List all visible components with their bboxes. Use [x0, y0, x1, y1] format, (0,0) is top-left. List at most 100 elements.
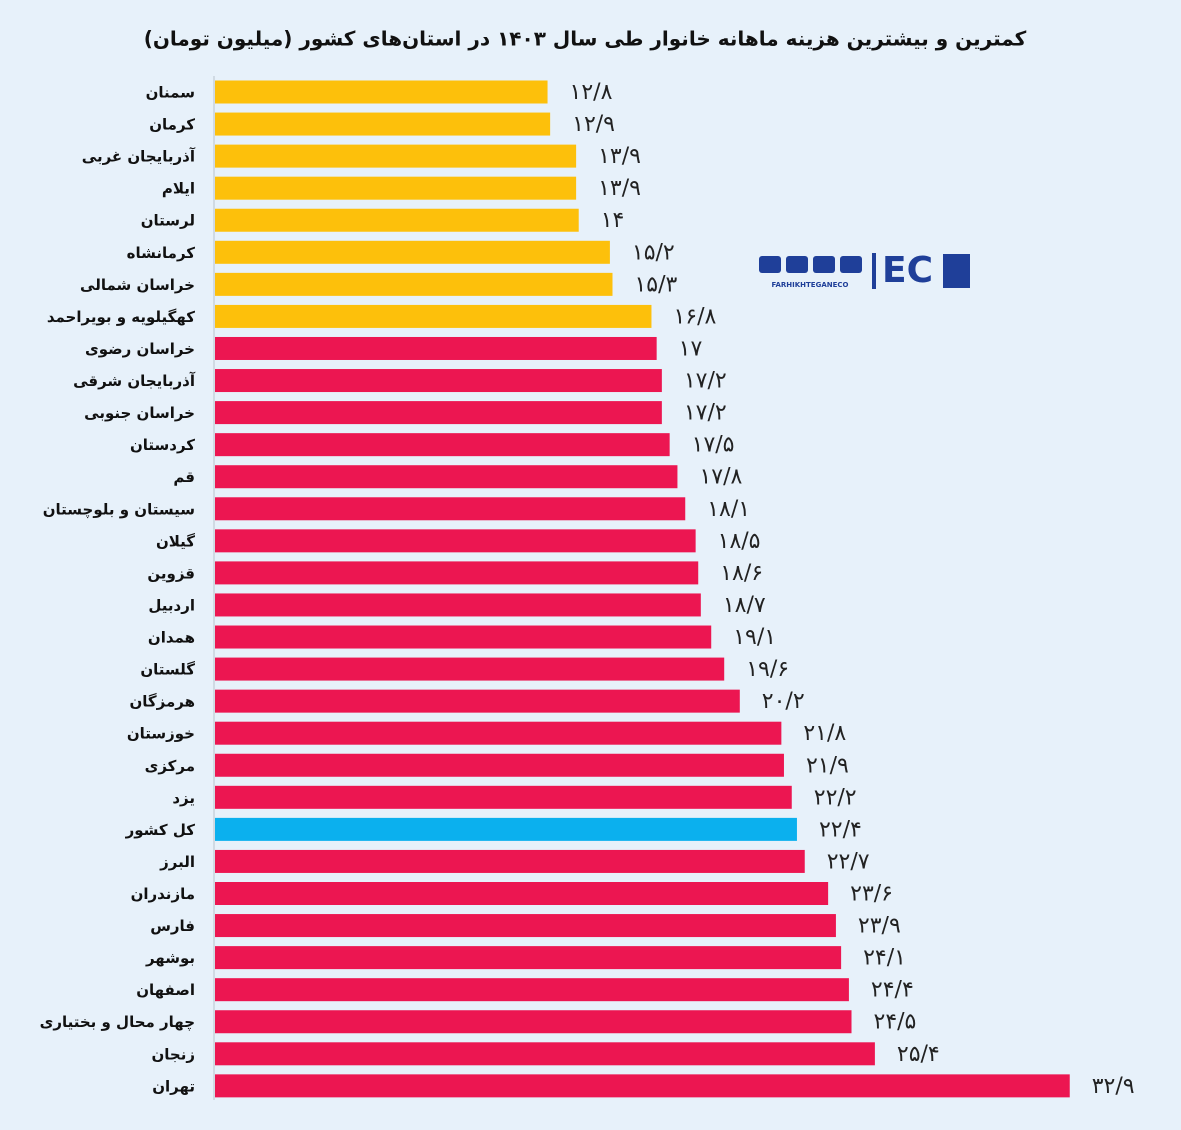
value-label: ۲۱/۹	[806, 753, 849, 778]
logo-divider	[872, 253, 876, 289]
bar	[215, 849, 805, 873]
logo-handle: FARHIKHTEGANECO	[772, 281, 849, 289]
bar	[215, 144, 577, 168]
bar	[215, 1074, 1070, 1098]
bar	[215, 497, 686, 521]
category-label: کرمانشاه	[127, 244, 196, 262]
category-label: کل کشور	[125, 821, 196, 839]
bar	[215, 882, 829, 905]
category-label: هرمزگان	[129, 693, 195, 711]
category-label: خراسان شمالی	[80, 276, 195, 294]
category-label: مازندران	[131, 885, 195, 903]
category-label: بوشهر	[145, 949, 195, 967]
value-label: ۲۴/۵	[874, 1010, 917, 1035]
category-label: آذربایجان غربی	[82, 148, 196, 166]
value-label: ۱۴	[601, 208, 625, 233]
bar	[215, 753, 784, 777]
category-label: کهگیلویه و بویراحمد	[47, 308, 195, 326]
category-label: تهران	[152, 1077, 195, 1095]
category-label: اردبیل	[148, 596, 195, 614]
value-label: ۱۸/۱	[707, 497, 750, 522]
bar	[215, 336, 657, 360]
bar	[215, 240, 610, 264]
icon-youtube	[786, 256, 808, 273]
logo: FARHIKHTEGANECO EC	[759, 250, 970, 291]
category-label: گیلان	[156, 532, 195, 550]
chart-title: کمترین و بیشترین هزینه ماهانه خانوار طی …	[144, 27, 1027, 51]
value-label: ۱۷/۲	[684, 369, 727, 394]
category-label: فارس	[150, 917, 195, 935]
value-label: ۲۲/۷	[827, 849, 870, 874]
category-label: یزد	[172, 789, 195, 807]
icon-instagram	[813, 256, 835, 273]
category-label: ایلام	[162, 180, 195, 198]
value-label: ۲۰/۲	[762, 689, 805, 714]
value-label: ۱۷/۲	[684, 401, 727, 426]
value-label: ۲۳/۶	[850, 882, 893, 907]
value-label: ۱۲/۸	[570, 80, 613, 105]
bar	[215, 817, 797, 841]
category-label: زنجان	[151, 1045, 195, 1063]
value-label: ۱۸/۶	[720, 561, 763, 586]
bar	[215, 561, 699, 585]
bar	[215, 978, 849, 1002]
category-label: خراسان جنوبی	[84, 404, 195, 422]
icon-telegram	[840, 256, 862, 273]
value-label: ۱۸/۵	[718, 529, 761, 554]
category-label: قزوین	[147, 564, 195, 582]
value-label: ۱۳/۹	[598, 176, 641, 201]
bar	[215, 465, 678, 489]
bar	[215, 529, 696, 553]
bar	[215, 401, 662, 425]
bar	[215, 1042, 875, 1066]
category-label: آذربایجان شرقی	[73, 372, 196, 390]
bar	[215, 946, 842, 970]
value-label: ۲۴/۱	[863, 946, 906, 971]
bar	[215, 593, 701, 617]
bar	[215, 176, 577, 200]
value-label: ۱۹/۱	[733, 625, 776, 650]
icon-x	[759, 256, 781, 273]
value-label: ۱۷	[679, 336, 703, 361]
logo-badge	[943, 254, 970, 288]
category-label: خوزستان	[127, 725, 195, 743]
bar	[215, 369, 662, 393]
value-label: ۱۷/۸	[699, 465, 742, 490]
category-label: خراسان رضوی	[85, 340, 195, 358]
bar	[215, 721, 782, 745]
category-label: کردستان	[130, 436, 195, 454]
category-label: مرکزی	[145, 757, 195, 775]
value-label: ۱۸/۷	[723, 593, 766, 618]
value-label: ۱۶/۸	[673, 304, 716, 329]
value-label: ۲۵/۴	[897, 1042, 940, 1067]
category-label: گلستان	[140, 661, 195, 679]
bar	[215, 625, 712, 649]
bar	[215, 657, 725, 681]
value-label: ۱۵/۳	[634, 272, 677, 297]
bar	[215, 80, 548, 104]
value-label: ۱۵/۲	[632, 240, 675, 265]
category-label: سیستان و بلوچستان	[43, 500, 195, 519]
value-label: ۲۱/۸	[803, 721, 846, 746]
value-label: ۲۴/۴	[871, 978, 914, 1003]
value-label: ۲۲/۴	[819, 817, 862, 842]
bar	[215, 914, 836, 938]
bar	[215, 112, 551, 136]
value-label: ۳۲/۹	[1092, 1074, 1135, 1099]
value-label: ۱۲/۹	[572, 112, 615, 137]
bar	[215, 208, 579, 232]
bar	[215, 689, 740, 713]
value-label: ۲۳/۹	[858, 914, 901, 939]
bar	[215, 1010, 852, 1034]
category-label: لرستان	[141, 212, 195, 230]
category-label: کرمان	[149, 116, 195, 134]
category-label: اصفهان	[136, 981, 195, 999]
category-label: قم	[173, 468, 195, 486]
category-label: همدان	[148, 629, 195, 647]
bar	[215, 272, 613, 296]
bar	[215, 304, 652, 328]
bar	[215, 433, 670, 457]
value-label: ۱۳/۹	[598, 144, 641, 169]
bar	[215, 785, 792, 809]
